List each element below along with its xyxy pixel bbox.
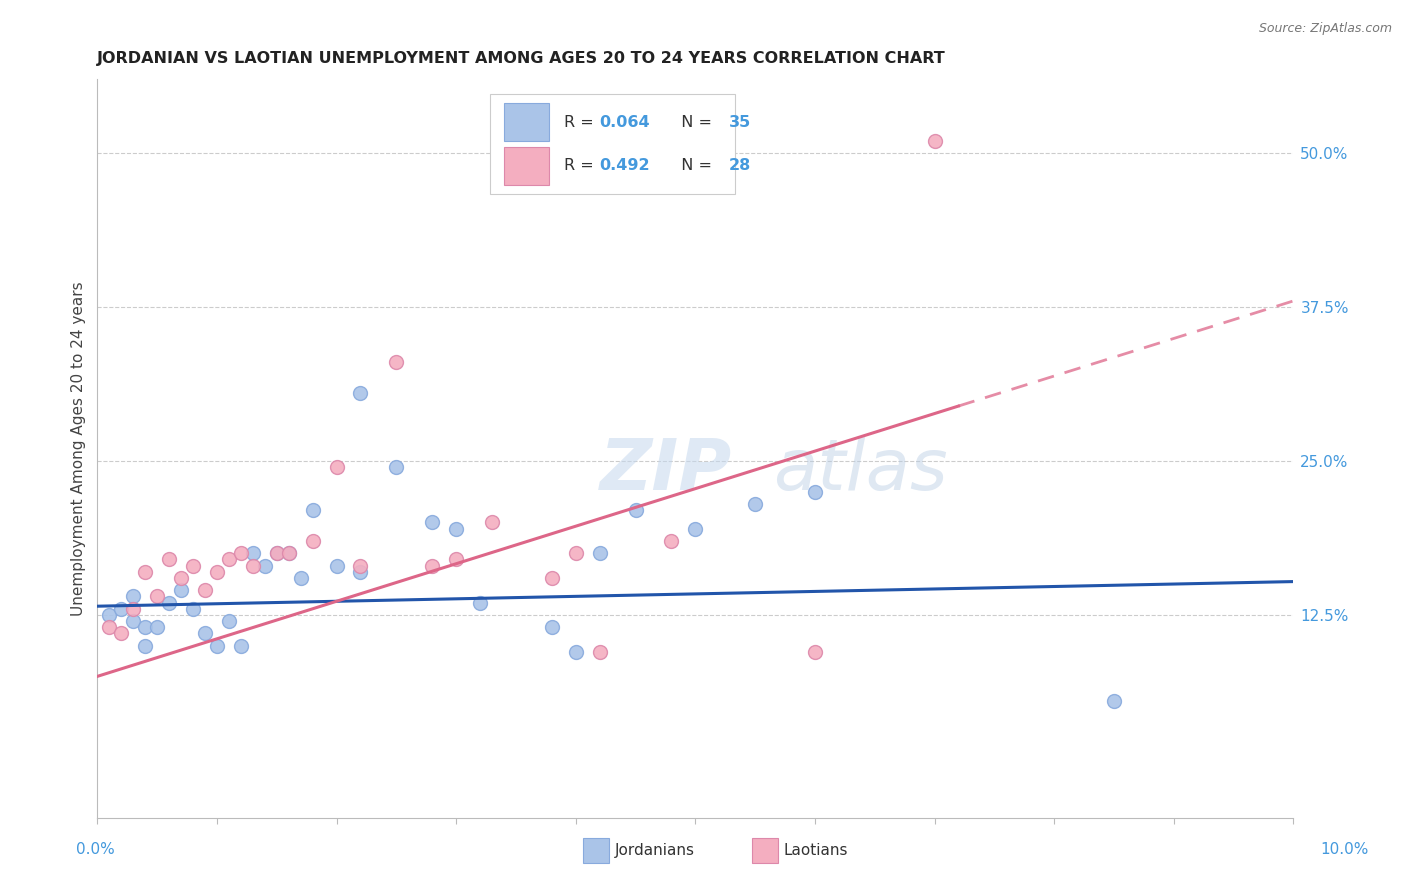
- FancyBboxPatch shape: [503, 103, 550, 142]
- Point: [122, 601, 145, 615]
- FancyBboxPatch shape: [503, 146, 550, 185]
- Point: [1102, 694, 1125, 708]
- Point: [170, 571, 193, 585]
- Point: [661, 533, 683, 548]
- Point: [385, 460, 408, 475]
- Point: [98, 607, 121, 622]
- Point: [229, 639, 252, 653]
- Point: [804, 484, 827, 499]
- Point: [589, 645, 612, 659]
- Point: [325, 460, 347, 475]
- Point: [420, 558, 443, 573]
- Text: ZIP: ZIP: [600, 436, 733, 505]
- Point: [420, 516, 443, 530]
- Text: 28: 28: [728, 158, 751, 173]
- Point: [277, 546, 299, 560]
- Point: [349, 558, 371, 573]
- Point: [301, 503, 323, 517]
- Point: [266, 546, 288, 560]
- Point: [170, 583, 193, 598]
- Point: [146, 620, 169, 634]
- Text: 0.064: 0.064: [600, 115, 651, 129]
- Text: 0.492: 0.492: [600, 158, 651, 173]
- Point: [146, 590, 169, 604]
- Point: [110, 626, 132, 640]
- Text: 0.0%: 0.0%: [76, 842, 115, 856]
- Point: [218, 552, 240, 566]
- Point: [134, 639, 156, 653]
- Point: [134, 620, 156, 634]
- Point: [205, 639, 228, 653]
- Point: [349, 565, 371, 579]
- Point: [325, 558, 347, 573]
- Point: [277, 546, 299, 560]
- Point: [253, 558, 276, 573]
- Point: [624, 503, 647, 517]
- Point: [924, 134, 946, 148]
- Point: [385, 355, 408, 369]
- Point: [229, 546, 252, 560]
- Point: [266, 546, 288, 560]
- Point: [589, 546, 612, 560]
- Point: [540, 571, 562, 585]
- Point: [444, 522, 467, 536]
- FancyBboxPatch shape: [489, 95, 735, 194]
- Point: [122, 614, 145, 628]
- Point: [98, 620, 121, 634]
- Text: Laotians: Laotians: [783, 844, 848, 858]
- Point: [685, 522, 707, 536]
- Text: Source: ZipAtlas.com: Source: ZipAtlas.com: [1258, 22, 1392, 36]
- Point: [157, 595, 180, 609]
- Text: 10.0%: 10.0%: [1320, 842, 1368, 856]
- Point: [205, 565, 228, 579]
- Point: [290, 571, 312, 585]
- Point: [301, 533, 323, 548]
- Point: [565, 645, 588, 659]
- Point: [181, 558, 204, 573]
- Text: R =: R =: [564, 115, 599, 129]
- Point: [804, 645, 827, 659]
- Point: [134, 565, 156, 579]
- Point: [444, 552, 467, 566]
- Point: [122, 590, 145, 604]
- Point: [242, 546, 264, 560]
- Text: JORDANIAN VS LAOTIAN UNEMPLOYMENT AMONG AGES 20 TO 24 YEARS CORRELATION CHART: JORDANIAN VS LAOTIAN UNEMPLOYMENT AMONG …: [97, 51, 946, 66]
- Text: atlas: atlas: [773, 436, 948, 505]
- Point: [110, 601, 132, 615]
- Point: [181, 601, 204, 615]
- Text: R =: R =: [564, 158, 599, 173]
- Point: [540, 620, 562, 634]
- Point: [349, 386, 371, 401]
- Text: 35: 35: [728, 115, 751, 129]
- Point: [481, 516, 503, 530]
- Text: N =: N =: [672, 115, 717, 129]
- Point: [744, 497, 766, 511]
- Text: N =: N =: [672, 158, 717, 173]
- Point: [194, 583, 217, 598]
- Point: [194, 626, 217, 640]
- Point: [565, 546, 588, 560]
- Text: Jordanians: Jordanians: [614, 844, 695, 858]
- Y-axis label: Unemployment Among Ages 20 to 24 years: Unemployment Among Ages 20 to 24 years: [72, 281, 86, 616]
- Point: [468, 595, 491, 609]
- Point: [218, 614, 240, 628]
- Point: [157, 552, 180, 566]
- Point: [242, 558, 264, 573]
